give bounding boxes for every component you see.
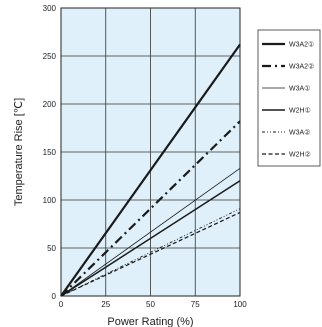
legend: W3A2① W3A2② W3A① W2H① W3A② W2H② [257,29,321,167]
legend-label: W3A2① [289,41,314,49]
legend-label: W3A2② [289,63,314,71]
x-tick-label: 50 [146,300,155,309]
legend-label: W3A① [289,85,310,93]
plot-frame [60,7,241,297]
x-tick-label: 75 [191,300,200,309]
y-tick-label: 50 [47,244,56,253]
y-tick-label: 0 [52,292,57,301]
y-tick-label: 100 [43,196,57,205]
y-tick-labels: 0 50 100 150 200 250 300 [43,4,57,301]
series-line-4 [60,180,241,297]
x-axis-label: Power Rating (%) [107,316,193,327]
y-tick-label: 300 [43,4,57,13]
x-tick-label: 0 [59,300,64,309]
series-line-3 [60,167,241,297]
legend-box [257,29,321,167]
series-line-1 [60,43,241,297]
legend-label: W2H① [289,107,311,115]
series-layer [60,43,241,297]
series-line-2 [60,120,241,297]
y-tick-label: 150 [43,148,57,157]
y-tick-label: 200 [43,100,57,109]
x-tick-label: 25 [101,300,110,309]
legend-label: W3A② [289,129,310,137]
x-tick-label: 100 [233,300,247,309]
grid [60,7,241,297]
series-line-6 [60,211,241,297]
y-axis-label: Temperature Rise [℃] [13,98,25,206]
y-tick-label: 250 [43,52,57,61]
x-tick-labels: 0 25 50 75 100 [59,300,247,309]
legend-label: W2H② [289,151,311,159]
